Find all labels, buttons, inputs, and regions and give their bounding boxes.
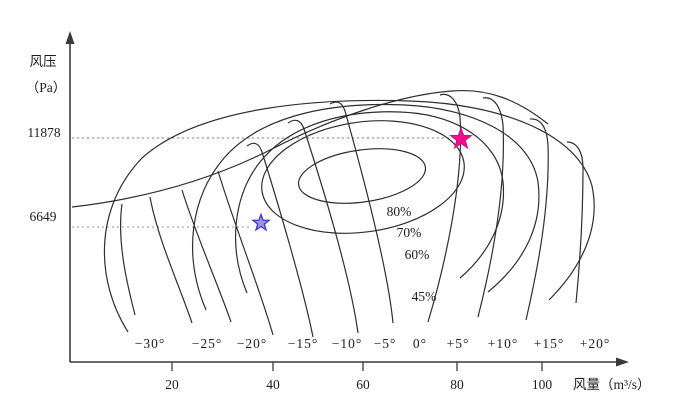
angle-label-minus5: −5°: [373, 336, 397, 351]
high-operating-point-star-icon: [449, 126, 473, 150]
efficiency-contour-80: [261, 120, 465, 234]
blade-angle-curve-0: [329, 101, 394, 324]
efficiency-label-60: 60%: [404, 247, 430, 262]
efficiency-label-80: 80%: [386, 204, 412, 219]
efficiency-label-45: 45%: [411, 289, 437, 304]
x-tick-label-40: 40: [266, 377, 280, 392]
x-tick-label-20: 20: [165, 377, 179, 392]
y-axis-title-line1: 风压: [29, 54, 57, 69]
efficiency-contour-60: [192, 103, 540, 311]
x-axis-title: 风量（m³/s）: [573, 377, 651, 392]
x-axis-arrow-icon: [616, 357, 629, 367]
blade-angle-curve-plus5: [427, 93, 462, 323]
angle-label-0: 0°: [412, 336, 428, 351]
efficiency-contour-45: [103, 99, 595, 333]
x-tick-label-60: 60: [356, 377, 370, 392]
x-tick-label-80: 80: [450, 377, 464, 392]
angle-label-minus30: −30°: [134, 336, 166, 351]
blade-angle-curve-plus20: [566, 141, 584, 304]
y-axis-value-low: 6649: [29, 209, 57, 224]
angle-label-minus20: −20°: [236, 336, 268, 351]
blade-angle-curve-minus10: [246, 142, 314, 338]
angle-label-minus15: −15°: [287, 336, 319, 351]
y-axis-arrow-icon: [65, 31, 75, 44]
blade-angle-curve-plus10: [477, 97, 504, 318]
angle-label-minus25: −25°: [191, 336, 223, 351]
blade-angle-curve-plus15: [525, 118, 549, 321]
x-tick-label-100: 100: [531, 377, 553, 392]
blade-angle-curve-minus15: [217, 170, 274, 336]
blade-angle-curve-minus30: [119, 203, 136, 316]
surge-envelope-curve: [71, 89, 549, 208]
angle-label-plus10: +10°: [487, 336, 519, 351]
efficiency-contour-70: [235, 111, 505, 294]
blade-angle-curve-minus20: [181, 189, 232, 323]
efficiency-contour-inner: [297, 148, 427, 204]
angle-label-minus10: −10°: [331, 336, 363, 351]
blade-angle-curve-minus25: [149, 196, 193, 324]
efficiency-label-70: 70%: [396, 225, 422, 240]
angle-label-plus20: +20°: [579, 336, 611, 351]
angle-label-plus15: +15°: [533, 336, 565, 351]
low-operating-point-star-icon: [251, 212, 271, 232]
y-axis-title-line2: （Pa）: [25, 80, 67, 95]
angle-label-plus5: +5°: [446, 336, 470, 351]
blade-angle-curve-minus5: [287, 119, 359, 334]
y-axis-value-high: 11878: [27, 125, 61, 140]
